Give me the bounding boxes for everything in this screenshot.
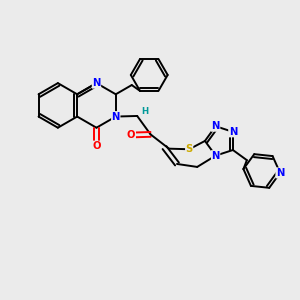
Text: N: N <box>92 78 101 88</box>
Text: O: O <box>92 141 101 151</box>
Text: N: N <box>112 112 120 122</box>
Text: N: N <box>212 151 220 160</box>
Text: H: H <box>142 107 149 116</box>
Text: S: S <box>186 144 193 154</box>
Text: N: N <box>229 127 237 137</box>
Text: O: O <box>127 130 136 140</box>
Text: N: N <box>212 121 220 131</box>
Text: N: N <box>276 168 284 178</box>
